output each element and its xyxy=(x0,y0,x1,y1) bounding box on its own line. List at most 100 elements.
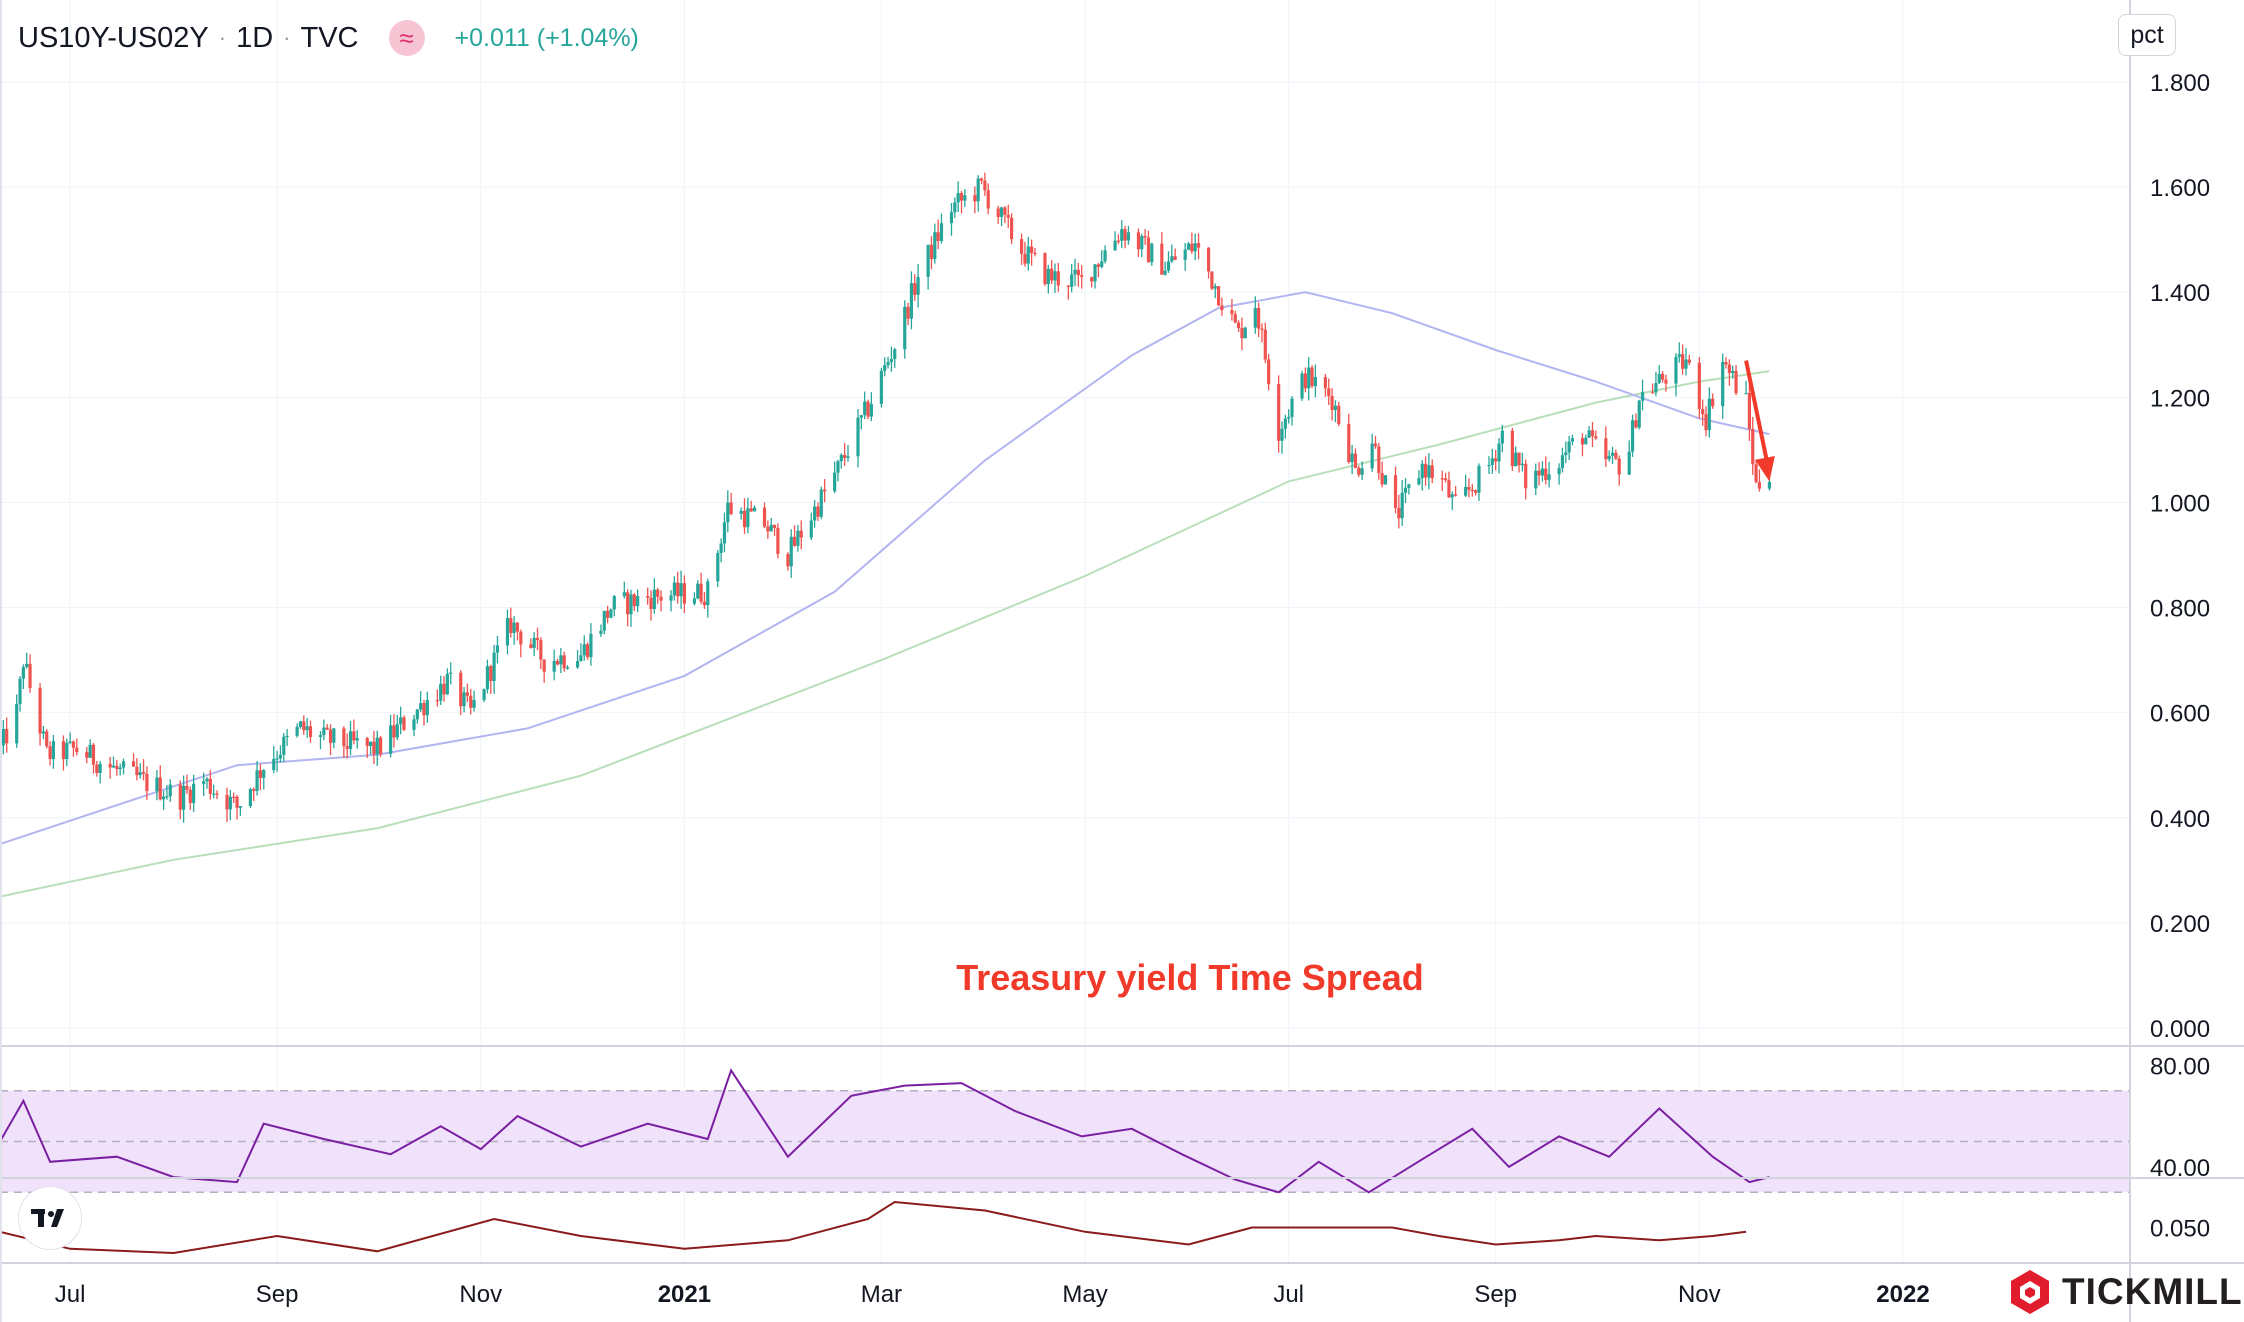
candle-up xyxy=(1243,327,1247,339)
bottom-tick-label: 0.050 xyxy=(2150,1216,2210,1243)
candle-up xyxy=(589,633,593,658)
time-tick-label: 2021 xyxy=(658,1281,711,1308)
candle-down xyxy=(1467,486,1471,490)
candle-up xyxy=(1540,468,1545,476)
candle-up xyxy=(1350,453,1354,463)
price-tick-label: 1.200 xyxy=(2150,385,2210,412)
candle-up xyxy=(622,592,626,597)
candle-up xyxy=(886,362,890,366)
candle-up xyxy=(1564,452,1568,456)
candle-down xyxy=(626,592,630,615)
candle-up xyxy=(893,349,897,360)
candle-down xyxy=(729,502,733,514)
candle-up xyxy=(192,783,196,803)
candle-down xyxy=(71,741,76,748)
candle-up xyxy=(819,489,823,517)
candle-up xyxy=(1186,243,1191,250)
candle-up xyxy=(1584,437,1588,445)
candle-up xyxy=(739,510,743,514)
interval-label[interactable]: 1D xyxy=(236,21,274,54)
candle-down xyxy=(225,794,229,810)
candle-up xyxy=(161,796,166,800)
candle-up xyxy=(165,796,169,798)
candle-up xyxy=(1140,236,1144,250)
candle-down xyxy=(1116,240,1121,242)
legend-separator: · xyxy=(283,25,291,50)
candle-up xyxy=(168,784,172,797)
candle-up xyxy=(1417,478,1421,485)
candle-down xyxy=(792,536,797,546)
candle-up xyxy=(1403,487,1408,493)
time-tick-label: Jul xyxy=(55,1281,86,1308)
candle-down xyxy=(188,789,192,803)
candle-up xyxy=(202,781,206,784)
candle-up xyxy=(1490,458,1494,466)
candle-up xyxy=(1290,398,1294,417)
candle-down xyxy=(1160,243,1164,275)
candle-down xyxy=(1443,478,1448,481)
candle-down xyxy=(913,283,917,295)
candle-up xyxy=(903,306,907,350)
candle-down xyxy=(1754,464,1758,483)
candle-down xyxy=(308,726,313,737)
candle-up xyxy=(746,508,750,528)
candle-down xyxy=(535,637,540,641)
candle-up xyxy=(272,758,276,771)
candle-up xyxy=(752,507,757,512)
symbol-legend[interactable]: US10Y-US02Y · 1D · TVC ≈ +0.011 (+1.04%) xyxy=(18,18,639,58)
price-tick-label: 0.200 xyxy=(2150,911,2210,938)
candle-down xyxy=(1454,494,1458,496)
candle-up xyxy=(602,610,606,631)
wave-icon[interactable]: ≈ xyxy=(388,20,425,56)
bottom-indicator-pane xyxy=(0,1200,1747,1255)
candle-up xyxy=(1607,455,1611,460)
candle-up xyxy=(65,742,69,760)
candle-up xyxy=(1744,392,1748,395)
candle-down xyxy=(699,583,703,602)
price-tick-label: 0.800 xyxy=(2150,596,2210,623)
candle-down xyxy=(1701,409,1705,415)
tickmill-brand: TICKMILL xyxy=(2008,1268,2243,1316)
candle-down xyxy=(1650,392,1655,394)
candle-up xyxy=(1100,261,1104,267)
candle-up xyxy=(1093,264,1097,282)
candle-down xyxy=(799,530,803,538)
candle-down xyxy=(1277,384,1281,441)
candle-down xyxy=(786,553,790,567)
price-tick-label: 0.000 xyxy=(2150,1016,2210,1043)
candle-down xyxy=(1704,414,1708,431)
candle-up xyxy=(1163,270,1167,275)
candle-down xyxy=(1664,379,1668,384)
candle-down xyxy=(1237,322,1241,329)
candle-up xyxy=(1534,470,1538,489)
brand-name: TICKMILL xyxy=(2062,1271,2243,1312)
candle-down xyxy=(529,644,533,648)
time-tick-label: May xyxy=(1062,1281,1107,1308)
candle-up xyxy=(769,524,773,532)
symbol-name[interactable]: US10Y-US02Y xyxy=(18,21,209,54)
candle-down xyxy=(1257,308,1261,329)
candle-down xyxy=(1474,490,1478,493)
candle-down xyxy=(469,695,473,708)
candle-up xyxy=(859,415,863,418)
candle-down xyxy=(1440,478,1444,480)
candle-up xyxy=(652,589,656,610)
candle-down xyxy=(1734,370,1738,394)
candle-up xyxy=(1287,416,1291,419)
candle-up xyxy=(18,678,22,705)
candle-up xyxy=(1307,367,1311,389)
candle-up xyxy=(1333,405,1338,410)
candle-down xyxy=(1594,436,1598,439)
candle-down xyxy=(509,618,513,633)
unit-button[interactable]: pct xyxy=(2118,14,2176,56)
candle-up xyxy=(696,583,700,599)
candle-up xyxy=(1170,256,1174,262)
tradingview-logo-icon[interactable] xyxy=(18,1186,82,1250)
candle-down xyxy=(749,508,753,512)
candle-down xyxy=(1143,236,1147,238)
candle-down xyxy=(1397,507,1401,519)
candle-down xyxy=(115,765,119,770)
candle-down xyxy=(325,727,329,730)
candle-up xyxy=(348,731,353,749)
